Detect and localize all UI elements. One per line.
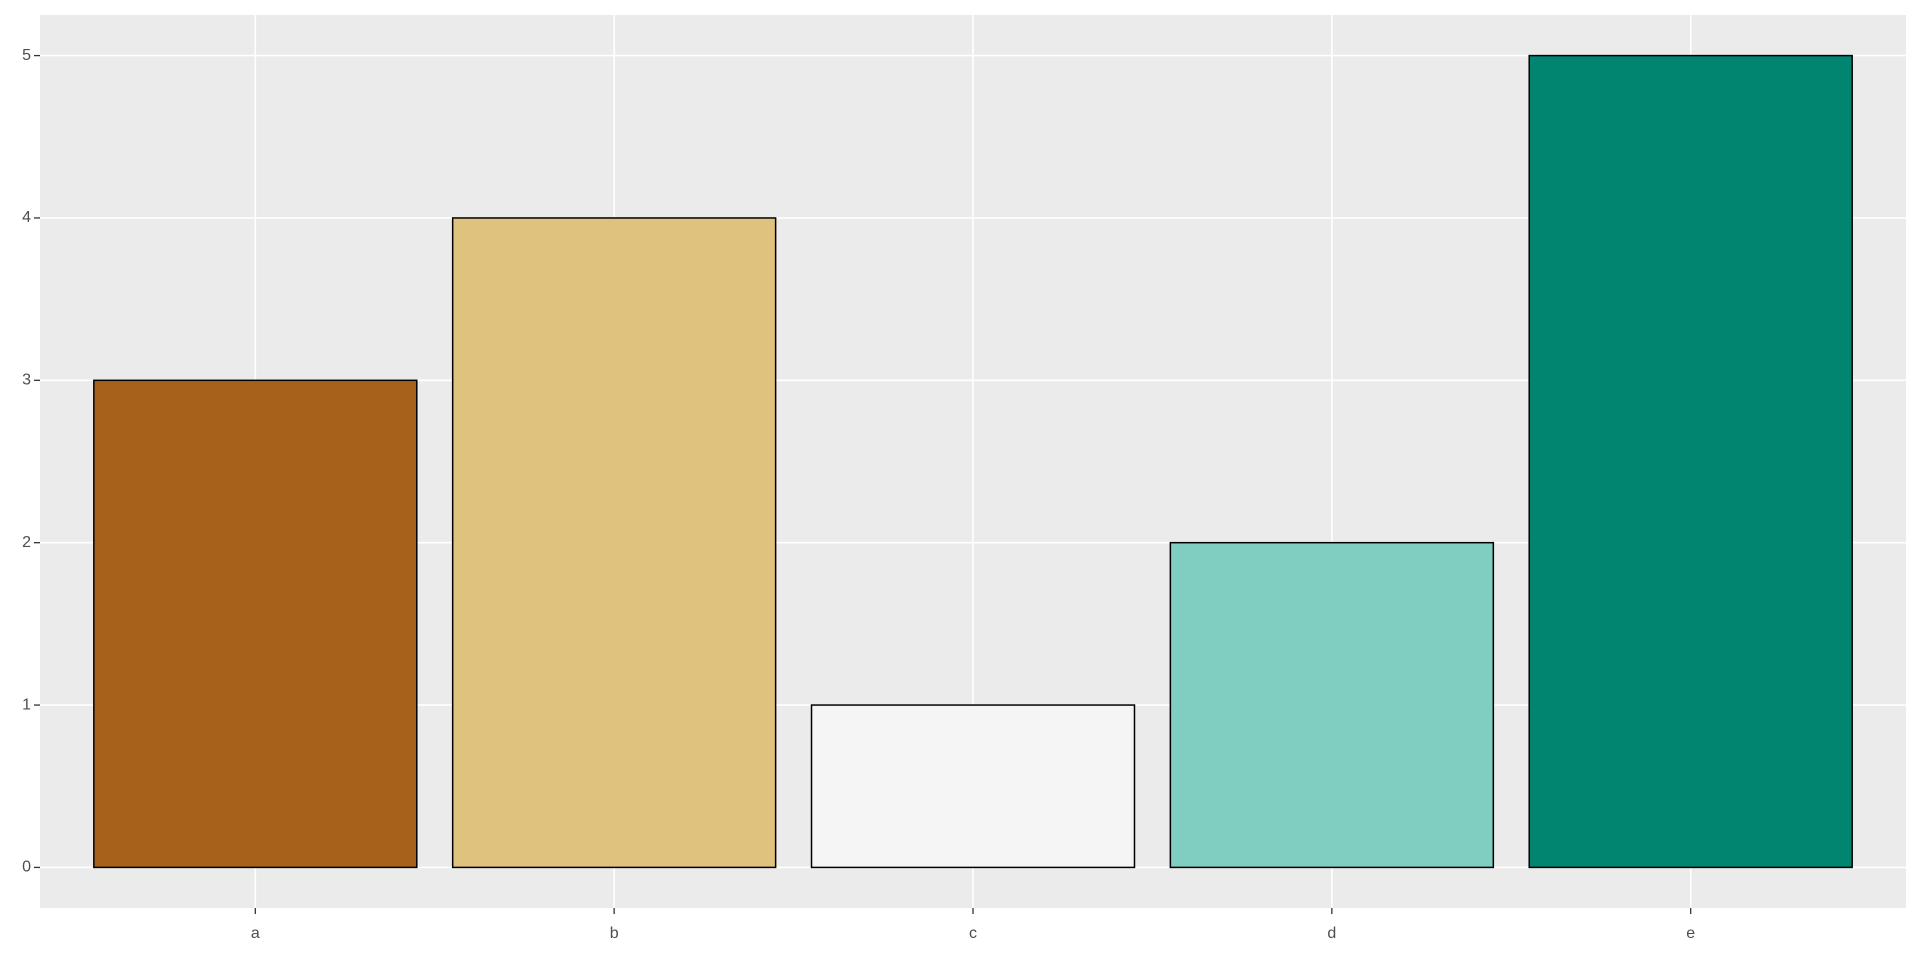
x-tick-label: e bbox=[1686, 925, 1695, 942]
y-tick-label: 5 bbox=[22, 47, 31, 64]
y-tick-label: 1 bbox=[22, 696, 31, 713]
bar bbox=[93, 379, 418, 869]
x-tick-label: a bbox=[251, 925, 260, 942]
x-tick-label: b bbox=[610, 925, 619, 942]
bar bbox=[810, 704, 1136, 869]
y-tick-label: 4 bbox=[22, 209, 31, 226]
bar bbox=[1169, 541, 1495, 869]
bar bbox=[1528, 54, 1853, 869]
x-tick-label: c bbox=[969, 925, 977, 942]
y-tick-label: 0 bbox=[22, 859, 31, 876]
bar bbox=[451, 217, 777, 869]
y-tick-label: 3 bbox=[22, 372, 31, 389]
x-tick-label: d bbox=[1327, 925, 1336, 942]
y-tick-label: 2 bbox=[22, 534, 31, 551]
